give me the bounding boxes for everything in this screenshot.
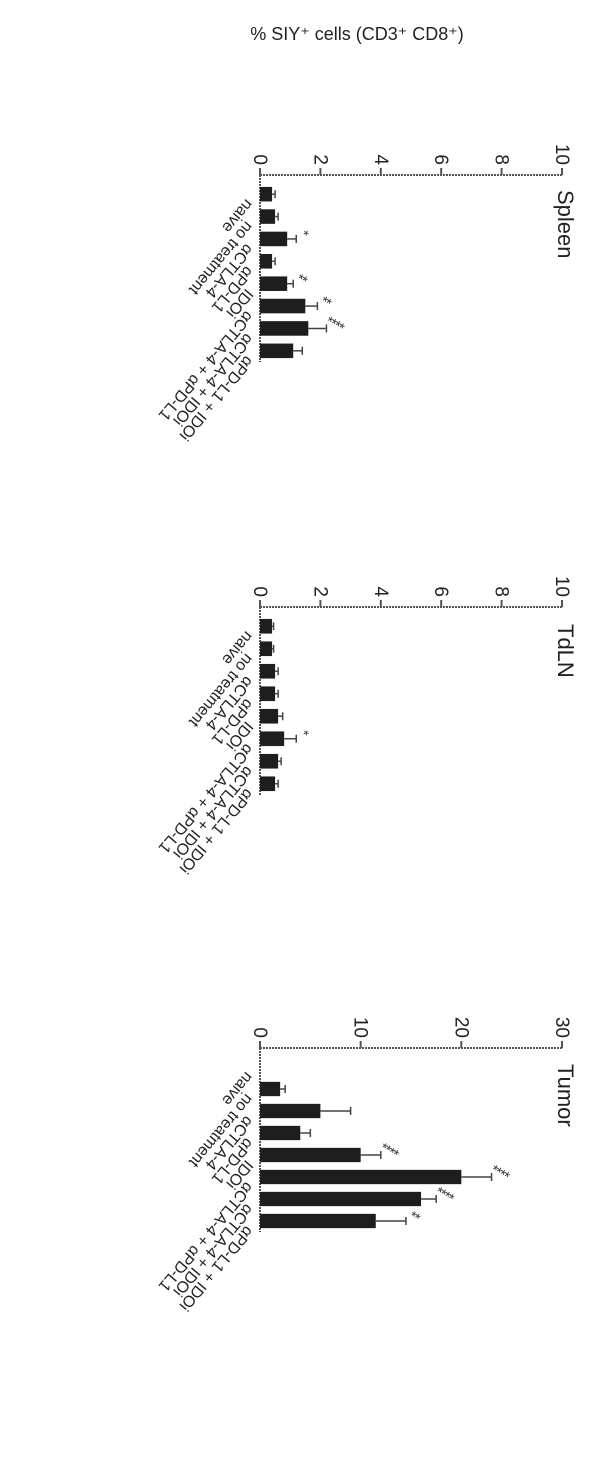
bar bbox=[259, 231, 288, 247]
y-tick-label: 2 bbox=[309, 586, 330, 597]
bar bbox=[259, 1081, 281, 1097]
bar bbox=[260, 1191, 422, 1207]
bar bbox=[260, 321, 309, 336]
significance-marker: ** bbox=[407, 1208, 424, 1227]
panel-title-spleen: Spleen bbox=[553, 190, 578, 259]
bar bbox=[260, 731, 285, 747]
y-tick-label: 20 bbox=[450, 1017, 471, 1038]
bar bbox=[260, 686, 276, 702]
significance-marker: * bbox=[299, 726, 312, 743]
y-tick-label: 8 bbox=[491, 154, 512, 165]
y-axis-label: % SIY⁺ cells (CD3⁺ CD8⁺) bbox=[250, 24, 464, 44]
bar bbox=[259, 1213, 376, 1229]
bar bbox=[259, 1103, 321, 1119]
bar bbox=[259, 276, 288, 291]
y-tick-label: 10 bbox=[350, 1017, 371, 1038]
significance-marker: **** bbox=[433, 1183, 458, 1207]
panel-title-tdln: TdLN bbox=[553, 624, 578, 678]
significance-marker: **** bbox=[323, 313, 348, 337]
y-tick-label: 6 bbox=[430, 154, 451, 165]
significance-marker: ** bbox=[294, 270, 311, 289]
significance-marker: **** bbox=[488, 1161, 513, 1185]
y-tick-label: 4 bbox=[370, 586, 391, 597]
axes-tumor: 0 10 20 30 bbox=[249, 1017, 572, 1232]
bar bbox=[259, 298, 306, 314]
rotated-figure: % SIY⁺ cells (CD3⁺ CD8⁺) Spleen 0 2 4 6 8 10 … bbox=[155, 24, 578, 1314]
bar bbox=[259, 1125, 301, 1141]
bar bbox=[259, 708, 279, 724]
bar bbox=[259, 641, 273, 657]
bar bbox=[260, 1147, 361, 1163]
y-tick-label: 10 bbox=[551, 144, 572, 165]
y-tick-label: 0 bbox=[249, 154, 270, 165]
bar bbox=[260, 776, 276, 792]
significance-marker: ** bbox=[318, 293, 335, 312]
y-tick-label: 30 bbox=[551, 1017, 572, 1038]
bar bbox=[260, 209, 276, 224]
bar bbox=[260, 343, 294, 359]
y-tick-label: 0 bbox=[249, 586, 270, 597]
bar bbox=[260, 663, 276, 679]
bar bbox=[259, 186, 273, 202]
y-tick-label: 8 bbox=[491, 586, 512, 597]
bar bbox=[259, 618, 273, 634]
y-tick-label: 0 bbox=[249, 1027, 270, 1038]
bar bbox=[259, 753, 279, 769]
bar bbox=[259, 254, 273, 269]
y-tick-label: 10 bbox=[551, 576, 572, 597]
y-tick-label: 4 bbox=[370, 154, 391, 165]
significance-marker: **** bbox=[378, 1139, 403, 1163]
panel-title-tumor: Tumor bbox=[553, 1064, 578, 1127]
bar bbox=[260, 1169, 462, 1185]
axes-tdln: 0 2 4 6 8 10 bbox=[249, 576, 572, 795]
y-tick-label: 2 bbox=[309, 154, 330, 165]
significance-marker: * bbox=[299, 227, 312, 244]
y-tick-label: 6 bbox=[430, 586, 451, 597]
